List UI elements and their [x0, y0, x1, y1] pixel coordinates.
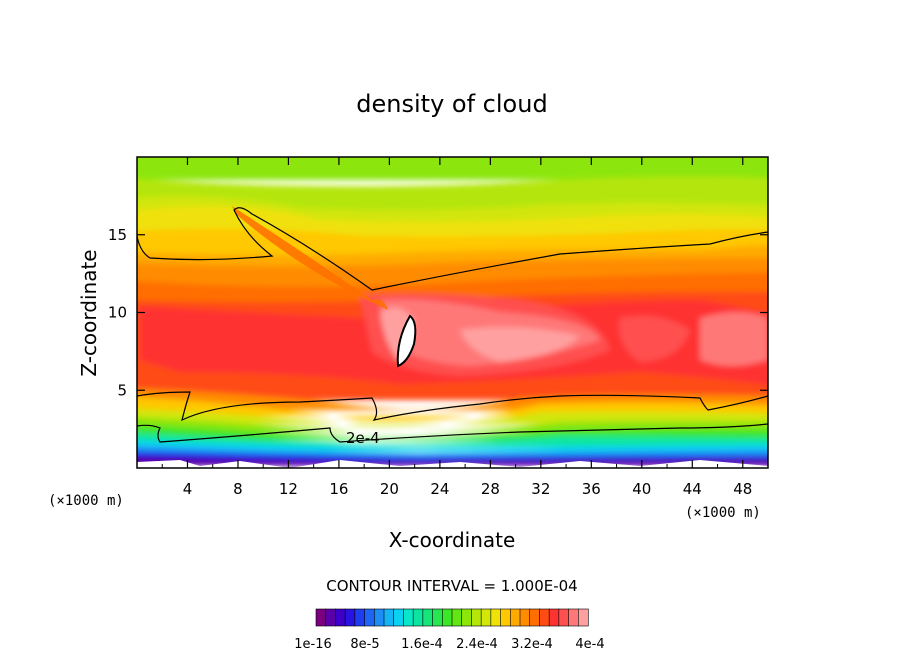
colorbar-label: 4e-4: [575, 637, 604, 652]
x-tick-label: 4: [183, 480, 193, 498]
colorbar-swatch: [471, 608, 482, 627]
x-axis-unit-label: (×1000 m): [685, 505, 761, 521]
colorbar-swatch: [393, 608, 405, 627]
colorbar-swatch: [519, 608, 531, 627]
x-axis-label: X-coordinate: [389, 528, 516, 552]
colorbar: [315, 608, 589, 627]
x-tick-label: 16: [329, 480, 348, 498]
x-tick-label: 48: [733, 480, 752, 498]
x-tick-label: 36: [582, 480, 601, 498]
colorbar-swatch: [529, 608, 541, 627]
chart-title: density of cloud: [356, 90, 547, 118]
x-tick-label: 12: [279, 480, 298, 498]
contour-interval-text: CONTOUR INTERVAL = 1.000E-04: [326, 577, 577, 595]
colorbar-swatch: [335, 608, 346, 627]
y-tick-label: 10: [108, 304, 127, 322]
x-axis-ticks: 4 8 12 16 20 24 28 32 36 40 44 48: [161, 157, 752, 498]
colorbar-swatch: [441, 608, 453, 627]
x-tick-label: 24: [430, 480, 449, 498]
x-tick-label: 20: [380, 480, 399, 498]
colorbar-swatch: [383, 608, 395, 627]
colorbar-label: 1e-16: [294, 637, 332, 652]
x-tick-label: 40: [632, 480, 651, 498]
x-tick-label: 28: [481, 480, 500, 498]
colorbar-swatch: [500, 608, 511, 627]
x-tick-label: 8: [233, 480, 243, 498]
y-tick-label: 15: [108, 226, 127, 244]
density-field: [137, 157, 768, 468]
x-origin-unit-label: (×1000 m): [48, 493, 124, 509]
colorbar-swatch: [364, 608, 375, 627]
colorbar-swatch: [325, 608, 337, 627]
y-axis-ticks: 5 10 15: [108, 226, 768, 399]
colorbar-swatch: [432, 608, 443, 627]
colorbar-swatch: [403, 608, 414, 627]
colorbar-label: 8e-5: [350, 637, 379, 652]
colorbar-swatch: [315, 608, 327, 627]
colorbar-swatch: [568, 608, 579, 627]
colorbar-label: 1.6e-4: [401, 637, 443, 652]
colorbar-labels: 1e-16 8e-5 1.6e-4 2.4e-4 3.2e-4 4e-4: [294, 637, 604, 652]
colorbar-swatch: [509, 608, 521, 627]
colorbar-swatch: [480, 608, 492, 627]
colorbar-swatch: [344, 608, 356, 627]
x-tick-label: 44: [683, 480, 702, 498]
colorbar-label: 2.4e-4: [456, 637, 498, 652]
colorbar-swatch: [422, 608, 434, 627]
y-tick-label: 5: [117, 381, 127, 399]
x-tick-label: 32: [531, 480, 550, 498]
colorbar-swatch: [461, 608, 473, 627]
colorbar-swatch: [577, 608, 589, 627]
contour-lines: [137, 207, 768, 443]
colorbar-swatch: [539, 608, 550, 627]
y-axis-label: Z-coordinate: [77, 249, 101, 376]
colorbar-swatch: [490, 608, 502, 627]
colorbar-swatch: [373, 608, 385, 627]
colorbar-swatch: [354, 608, 366, 627]
colorbar-swatch: [412, 608, 424, 627]
colorbar-swatch: [548, 608, 560, 627]
contour-label: 2e-4: [346, 429, 380, 447]
colorbar-swatch: [451, 608, 463, 627]
colorbar-label: 3.2e-4: [511, 637, 553, 652]
colorbar-swatch: [558, 608, 570, 627]
